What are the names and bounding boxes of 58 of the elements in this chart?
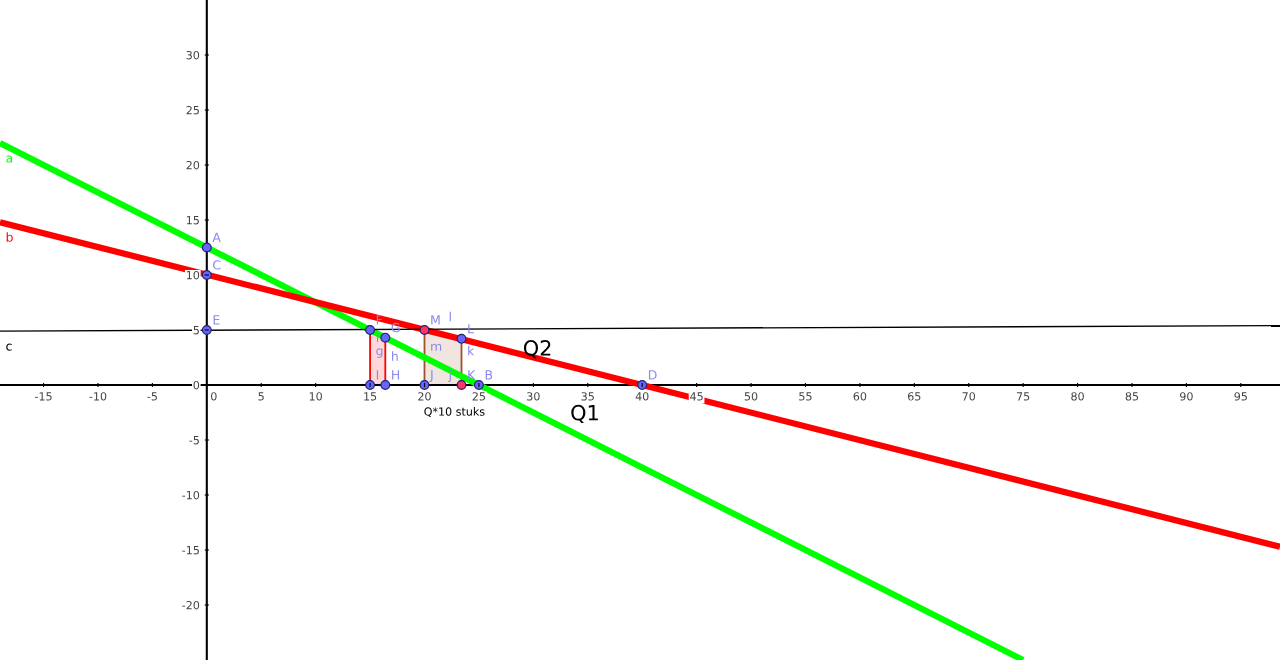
annotation: f <box>375 332 381 343</box>
x-tick-label: 75 <box>1016 392 1030 401</box>
x-tick-label: 45 <box>690 392 703 401</box>
annotation: k <box>468 345 475 356</box>
y-tick-label: 15 <box>186 216 199 225</box>
annotation: j <box>448 369 451 383</box>
annotation: A <box>212 232 221 242</box>
series-label: b <box>6 232 13 242</box>
x-tick-label: -10 <box>89 392 107 401</box>
x-tick-label: 60 <box>853 392 867 401</box>
x-tick-label: 90 <box>1180 392 1193 401</box>
y-tick-label: 25 <box>186 105 199 115</box>
x-tick-label: 85 <box>1125 392 1139 401</box>
series-label: a <box>6 155 13 163</box>
y-tick-label: 30 <box>186 50 200 60</box>
annotation: g <box>376 348 383 358</box>
annotation: Q1 <box>571 404 598 423</box>
y-tick-label: -20 <box>182 600 200 610</box>
y-tick-label: 10 <box>186 270 200 280</box>
annotation: Q2 <box>523 340 551 359</box>
annotation: M <box>431 315 440 325</box>
x-tick-label: 50 <box>744 392 758 401</box>
annotation: H <box>392 370 400 380</box>
x-tick-label: 25 <box>472 392 486 401</box>
annotation: I <box>376 370 379 380</box>
annotation: B <box>485 370 493 380</box>
x-tick-label: 70 <box>962 392 976 401</box>
x-tick-label: 0 <box>211 392 217 401</box>
x-tick-label: 35 <box>581 392 594 401</box>
x-tick-label: 20 <box>418 392 431 401</box>
annotation: F <box>376 315 383 325</box>
y-tick-label: 0 <box>193 380 200 390</box>
annotation: J <box>429 370 433 382</box>
annotation: h <box>392 351 398 361</box>
y-tick-label: 5 <box>193 326 199 335</box>
x-tick-label: 40 <box>635 392 649 401</box>
x-tick-label: 30 <box>527 392 540 401</box>
x-tick-label: 95 <box>1234 392 1247 401</box>
annotation: D <box>648 370 657 380</box>
x-tick-label: -5 <box>147 392 157 401</box>
y-tick-label: -10 <box>182 490 200 500</box>
series-label: c <box>6 343 12 351</box>
y-tick-label: -15 <box>182 546 199 555</box>
x-tick-label: 15 <box>364 392 377 401</box>
annotation: l <box>449 311 451 322</box>
x-tick-label: -15 <box>35 392 52 401</box>
y-tick-label: -5 <box>189 436 199 445</box>
y-tick-label: 20 <box>186 160 200 170</box>
annotation: K <box>468 370 476 380</box>
x-tick-label: 5 <box>258 392 264 401</box>
x-tick-label: 80 <box>1071 392 1084 401</box>
annotation: C <box>213 260 221 270</box>
annotation: E <box>213 315 220 325</box>
annotation: Q*10 stuks <box>424 407 485 417</box>
x-tick-label: 65 <box>907 392 921 401</box>
x-tick-label: 55 <box>799 392 812 401</box>
x-tick-label: 10 <box>309 392 322 401</box>
annotation: m <box>431 343 442 351</box>
